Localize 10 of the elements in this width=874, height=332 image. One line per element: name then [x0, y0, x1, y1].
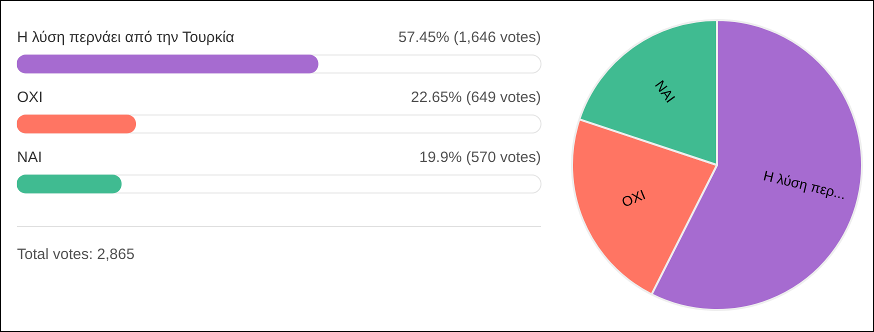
slice-label: OXI [619, 186, 648, 210]
category-label: Η λύση περνάει από την Τουρκία [17, 29, 234, 46]
data-label: 22.65% (649 votes) [410, 89, 542, 106]
text: Total votes: 2,865 [17, 246, 135, 263]
data-label: 19.9% (570 votes) [419, 149, 541, 166]
slice-label: Η λύση περ... [762, 167, 848, 202]
category-label: OXI [17, 89, 43, 106]
data-label: 57.45% (1,646 votes) [398, 29, 541, 46]
slice-label: NAI [652, 77, 679, 106]
category-label: NAI [17, 149, 42, 166]
